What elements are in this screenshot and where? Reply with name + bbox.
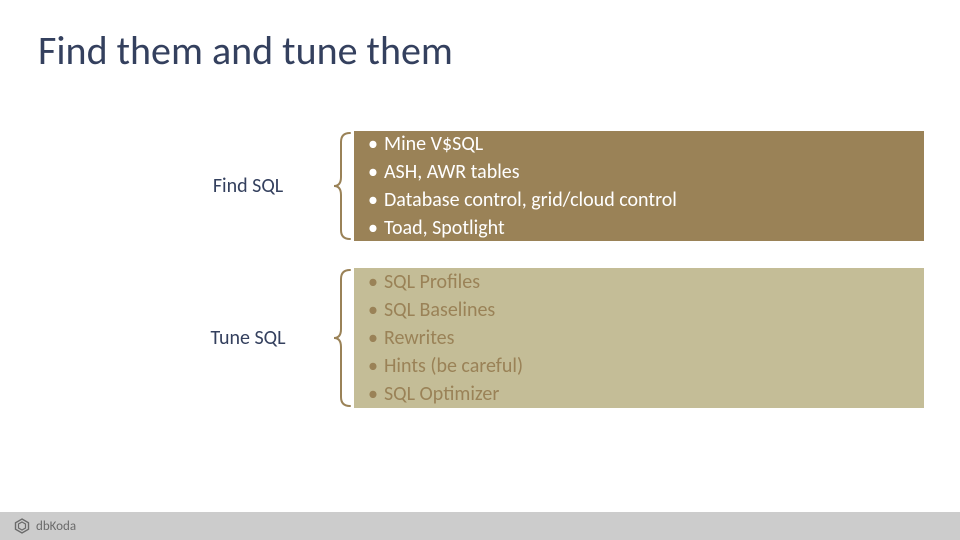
footer-brand-text: dbKoda: [36, 519, 76, 534]
list-item-text: SQL Baselines: [384, 296, 495, 324]
hexagon-icon: [14, 518, 30, 534]
list-item: •SQL Profiles: [368, 268, 910, 296]
bullet-icon: •: [368, 186, 378, 214]
brace-icon: [328, 131, 354, 241]
list-item-text: Hints (be careful): [384, 352, 523, 380]
footer-bar: dbKoda: [0, 512, 960, 540]
list-item-text: Mine V$SQL: [384, 130, 483, 158]
list-item: •ASH, AWR tables: [368, 158, 910, 186]
diagram-row: Tune SQL•SQL Profiles•SQL Baselines•Rewr…: [168, 268, 924, 408]
list-item: •Database control, grid/cloud control: [368, 186, 910, 214]
bullet-icon: •: [368, 380, 378, 408]
bullet-icon: •: [368, 324, 378, 352]
list-item-text: Rewrites: [384, 324, 454, 352]
bullet-icon: •: [368, 158, 378, 186]
row-label: Find SQL: [168, 131, 328, 241]
list-item: •Hints (be careful): [368, 352, 910, 380]
bullet-icon: •: [368, 352, 378, 380]
list-item: •Rewrites: [368, 324, 910, 352]
list-item-text: Toad, Spotlight: [384, 214, 505, 242]
footer-logo: dbKoda: [14, 518, 76, 534]
bullet-icon: •: [368, 214, 378, 242]
bullet-icon: •: [368, 296, 378, 324]
list-item-text: Database control, grid/cloud control: [384, 186, 677, 214]
list-item: •Toad, Spotlight: [368, 214, 910, 242]
list-item-text: SQL Profiles: [384, 268, 480, 296]
list-item: •Mine V$SQL: [368, 130, 910, 158]
row-label: Tune SQL: [168, 268, 328, 408]
list-item: •SQL Baselines: [368, 296, 910, 324]
list-item-text: SQL Optimizer: [384, 380, 499, 408]
row-detail: •Mine V$SQL•ASH, AWR tables•Database con…: [354, 131, 924, 241]
list-item-text: ASH, AWR tables: [384, 158, 520, 186]
list-item: •SQL Optimizer: [368, 380, 910, 408]
slide-title: Find them and tune them: [38, 26, 453, 75]
bullet-icon: •: [368, 130, 378, 158]
bullet-icon: •: [368, 268, 378, 296]
brace-icon: [328, 268, 354, 408]
diagram-row: Find SQL•Mine V$SQL•ASH, AWR tables•Data…: [168, 131, 924, 241]
row-detail: •SQL Profiles•SQL Baselines•Rewrites•Hin…: [354, 268, 924, 408]
